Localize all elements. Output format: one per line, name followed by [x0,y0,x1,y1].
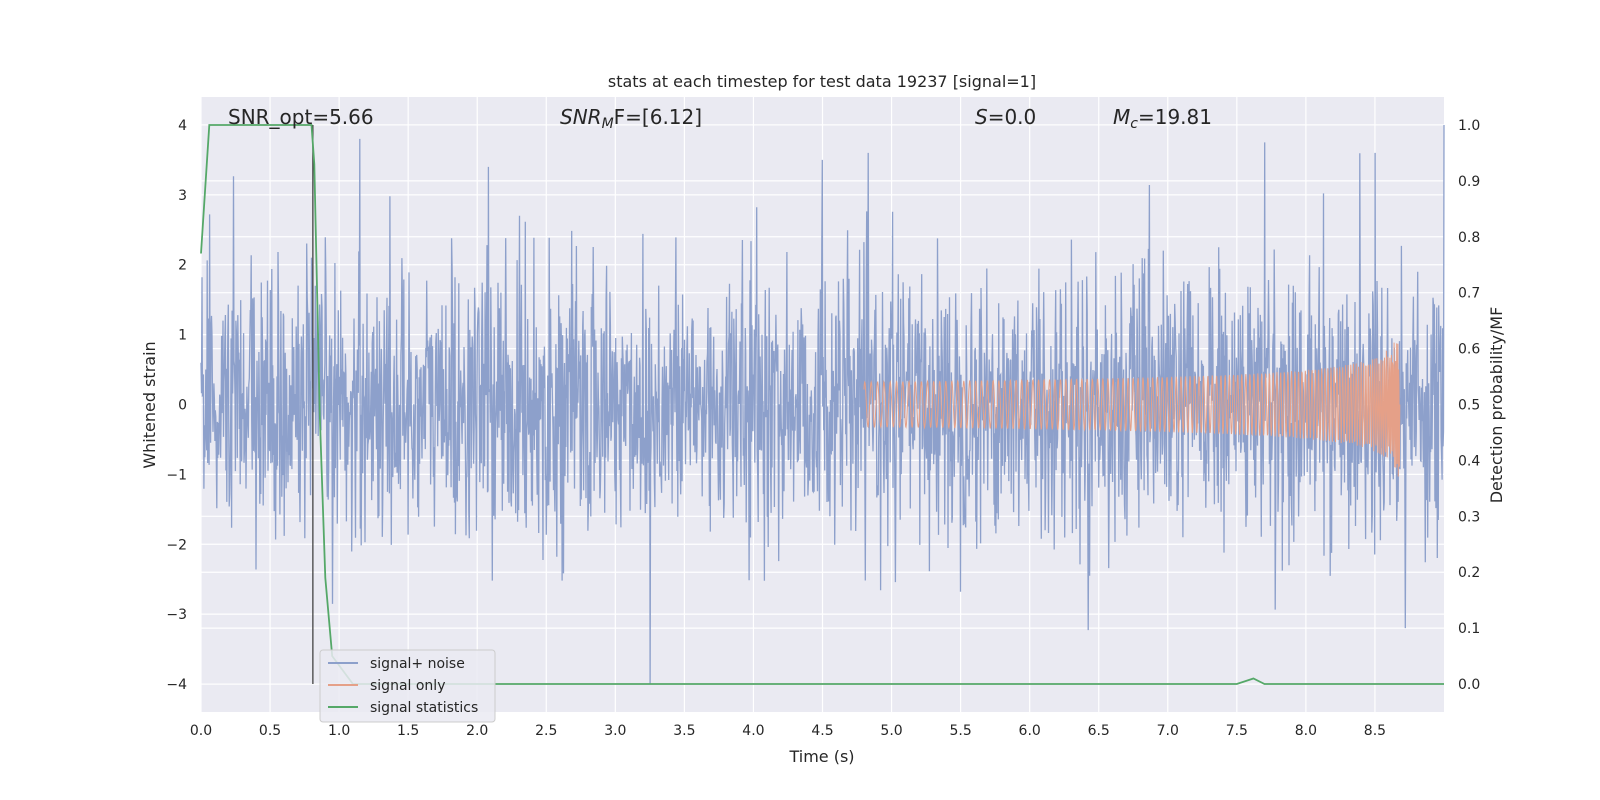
x-tick-label: 4.5 [811,723,833,739]
snr-mf-sub: M [602,116,614,132]
y-axis-label: Whitened strain [140,341,159,468]
x-tick-label: 0.5 [259,723,281,739]
signal-statistics-line [200,124,1444,685]
y-right-tick-label: 0.0 [1458,677,1480,693]
y-right-tick-label: 1.0 [1458,118,1480,134]
signal-statistics-series [200,124,1444,685]
signal-noise-line [200,124,1445,685]
y-right-tick-label: 0.1 [1458,621,1480,637]
snr-mf-value: F=[6.12] [614,105,702,129]
x-tick-label: 3.5 [673,723,695,739]
x-tick-label: 2.0 [466,723,488,739]
snr-mf-label: SNR [560,105,602,129]
y-tick-label: 3 [178,188,187,204]
signal-only-series [863,342,1401,477]
y-tick-label: 0 [178,398,187,414]
y-right-tick-label: 0.8 [1458,230,1480,246]
x-tick-label: 8.5 [1364,723,1386,739]
y-tick-label: −2 [166,537,187,553]
x-tick-label: 6.0 [1019,723,1041,739]
y-right-tick-label: 0.7 [1458,286,1480,302]
x-tick-label: 2.5 [535,723,557,739]
x-tick-label: 5.0 [880,723,902,739]
y-tick-label: 4 [178,118,187,134]
mc-sub: c [1130,116,1138,132]
y-tick-label: 2 [178,258,187,274]
mc-label: M [1113,105,1130,129]
legend-label-stats: signal statistics [370,700,478,716]
y-tick-label: 1 [178,328,187,344]
y-right-tick-label: 0.4 [1458,453,1480,469]
y-right-tick-label: 0.2 [1458,565,1480,581]
s-value: =0.0 [988,105,1037,129]
s-label: S [975,105,988,129]
x-tick-label: 3.0 [604,723,626,739]
y-right-tick-label: 0.9 [1458,174,1480,190]
x-tick-label: 1.5 [397,723,419,739]
x-tick-label: 1.0 [328,723,350,739]
x-tick-label: 0.0 [190,723,212,739]
y-tick-label: −1 [166,467,187,483]
x-tick-label: 7.5 [1226,723,1248,739]
x-tick-label: 7.0 [1157,723,1179,739]
annotation-snr-mf: SNRMF=[6.12] [560,105,702,132]
x-tick-label: 4.0 [742,723,764,739]
y-right-tick-label: 0.3 [1458,509,1480,525]
legend-box [319,649,496,723]
annotation-mc: Mc=19.81 [1113,105,1212,132]
signal-only-line [863,342,1401,477]
y-tick-label: −4 [166,677,187,693]
ticks: 0.0 0.5 1.0 1.5 2.0 2.5 3.0 3.5 4.0 4.5 5.0 5.5 6.0 6… [166,118,1480,739]
signal-noise-series [200,124,1445,685]
annotation-snr-opt: SNR_opt=5.66 [228,105,374,129]
mc-value: =19.81 [1138,105,1212,129]
x-tick-label: 5.5 [949,723,971,739]
chart-title: stats at each timestep for test data 192… [608,72,1036,91]
annotation-s: S=0.0 [975,105,1036,129]
x-axis-label: Time (s) [788,747,854,766]
y-axis-right-label: Detection probability/MF [1487,307,1506,504]
y-tick-label: −3 [166,607,187,623]
legend-label-noise: signal+ noise [370,656,465,672]
x-tick-label: 8.0 [1295,723,1317,739]
y-right-tick-label: 0.6 [1458,342,1480,358]
legend-label-signal: signal only [370,678,445,694]
x-tick-label: 6.5 [1088,723,1110,739]
legend: signal+ noise signal only signal statist… [319,649,496,723]
y-right-tick-label: 0.5 [1458,398,1480,414]
